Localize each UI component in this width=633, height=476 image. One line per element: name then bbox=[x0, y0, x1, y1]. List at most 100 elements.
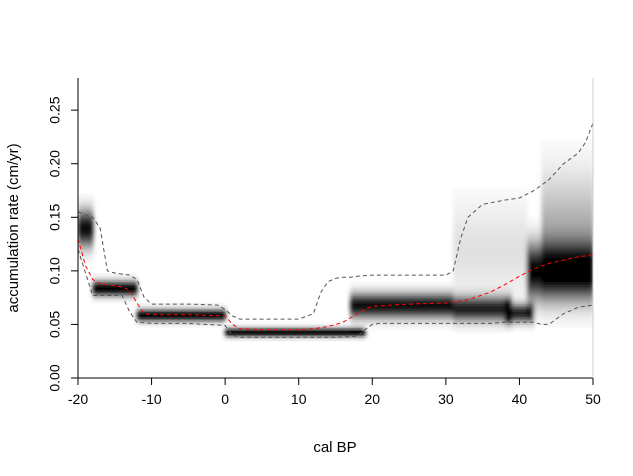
heatmap-cell bbox=[526, 284, 532, 288]
heatmap-cell bbox=[258, 332, 263, 336]
heatmap-cell bbox=[559, 155, 565, 159]
heatmap-cell bbox=[147, 305, 153, 309]
heatmap-cell bbox=[390, 289, 395, 293]
heatmap-cell bbox=[523, 268, 528, 272]
heatmap-cell bbox=[460, 217, 465, 221]
heatmap-cell bbox=[563, 311, 568, 315]
heatmap-cell bbox=[92, 284, 97, 288]
heatmap-cell bbox=[420, 321, 425, 326]
heatmap-cell bbox=[559, 166, 565, 170]
heatmap-cell bbox=[589, 294, 593, 299]
heatmap-cell bbox=[563, 211, 568, 216]
heatmap-cell bbox=[464, 319, 469, 323]
heatmap-cell bbox=[578, 206, 583, 210]
heatmap-cell bbox=[570, 241, 576, 245]
heatmap-cell bbox=[585, 147, 590, 151]
heatmap-cell bbox=[504, 193, 509, 197]
heatmap-cell bbox=[534, 236, 539, 240]
heatmap-cell bbox=[217, 305, 223, 309]
heatmap-cell bbox=[552, 201, 557, 205]
heatmap-cell bbox=[405, 308, 410, 312]
heatmap-cell bbox=[478, 303, 484, 307]
heatmap-cell bbox=[431, 327, 436, 331]
heatmap-cell bbox=[456, 324, 462, 328]
heatmap-cell bbox=[585, 292, 590, 296]
heatmap-cell bbox=[210, 319, 215, 323]
heatmap-cell bbox=[574, 289, 579, 293]
heatmap-cell bbox=[563, 316, 568, 320]
heatmap-cell bbox=[100, 281, 105, 285]
heatmap-cell bbox=[239, 324, 245, 328]
heatmap-cell bbox=[475, 201, 480, 205]
heatmap-cell bbox=[537, 308, 543, 312]
heatmap-cell bbox=[471, 249, 476, 253]
heatmap-cell bbox=[85, 203, 90, 208]
heatmap-cell bbox=[375, 300, 381, 304]
heatmap-cell bbox=[526, 327, 532, 331]
heatmap-cell bbox=[552, 150, 557, 154]
heatmap-cell bbox=[475, 327, 480, 331]
heatmap-cell bbox=[515, 257, 521, 261]
heatmap-cell bbox=[519, 206, 524, 210]
heatmap-cell bbox=[589, 144, 593, 149]
heatmap-cell bbox=[335, 335, 340, 339]
heatmap-cell bbox=[107, 289, 112, 293]
heatmap-cell bbox=[526, 305, 532, 309]
heatmap-cell bbox=[423, 292, 429, 296]
heatmap-cell bbox=[567, 153, 572, 157]
heatmap-cell bbox=[467, 201, 473, 205]
heatmap-cell bbox=[401, 327, 406, 331]
heatmap-cell bbox=[578, 308, 583, 312]
heatmap-cell bbox=[478, 273, 484, 277]
heatmap-cell bbox=[177, 324, 182, 328]
heatmap-cell bbox=[431, 316, 436, 320]
heatmap-cell bbox=[567, 265, 572, 269]
heatmap-cell bbox=[144, 305, 149, 309]
heatmap-cell bbox=[548, 276, 554, 280]
heatmap-cell bbox=[526, 225, 532, 229]
heatmap-cell bbox=[585, 203, 590, 208]
heatmap-cell bbox=[357, 289, 362, 293]
heatmap-cell bbox=[501, 211, 506, 216]
heatmap-cell bbox=[89, 249, 94, 253]
heatmap-cell bbox=[475, 257, 480, 261]
heatmap-cell bbox=[559, 297, 565, 301]
heatmap-cell bbox=[585, 228, 590, 232]
heatmap-cell bbox=[519, 292, 524, 296]
heatmap-cell bbox=[78, 206, 83, 210]
heatmap-cell bbox=[78, 203, 83, 208]
x-axis-title: cal BP bbox=[313, 439, 356, 456]
heatmap-cell bbox=[501, 238, 506, 242]
heatmap-cell bbox=[512, 230, 517, 234]
y-tick-label: 0.10 bbox=[47, 257, 63, 284]
heatmap-cell bbox=[526, 244, 532, 248]
heatmap-cell bbox=[556, 144, 561, 149]
heatmap-cell bbox=[85, 249, 90, 253]
heatmap-cell bbox=[497, 217, 502, 221]
heatmap-cell bbox=[405, 294, 410, 299]
heatmap-cell bbox=[497, 222, 502, 226]
heatmap-cell bbox=[111, 294, 116, 299]
heatmap-cell bbox=[471, 321, 476, 326]
heatmap-cell bbox=[442, 303, 447, 307]
heatmap-cell bbox=[578, 193, 583, 197]
heatmap-cell bbox=[530, 289, 535, 293]
heatmap-cell bbox=[508, 193, 513, 197]
heatmap-cell bbox=[368, 286, 373, 291]
heatmap-cell bbox=[574, 238, 579, 242]
heatmap-cell bbox=[486, 241, 491, 245]
heatmap-cell bbox=[342, 324, 348, 328]
heatmap-cell bbox=[541, 195, 546, 200]
heatmap-cell bbox=[136, 311, 142, 315]
heatmap-cell bbox=[545, 153, 550, 157]
heatmap-cell bbox=[501, 262, 506, 267]
heatmap-cell bbox=[276, 337, 281, 342]
heatmap-cell bbox=[81, 244, 86, 248]
heatmap-cell bbox=[453, 254, 458, 259]
heatmap-cell bbox=[574, 276, 579, 280]
heatmap-cell bbox=[526, 236, 532, 240]
heatmap-cell bbox=[548, 147, 554, 151]
heatmap-cell bbox=[581, 270, 587, 275]
heatmap-cell bbox=[545, 308, 550, 312]
heatmap-cell bbox=[89, 254, 94, 259]
